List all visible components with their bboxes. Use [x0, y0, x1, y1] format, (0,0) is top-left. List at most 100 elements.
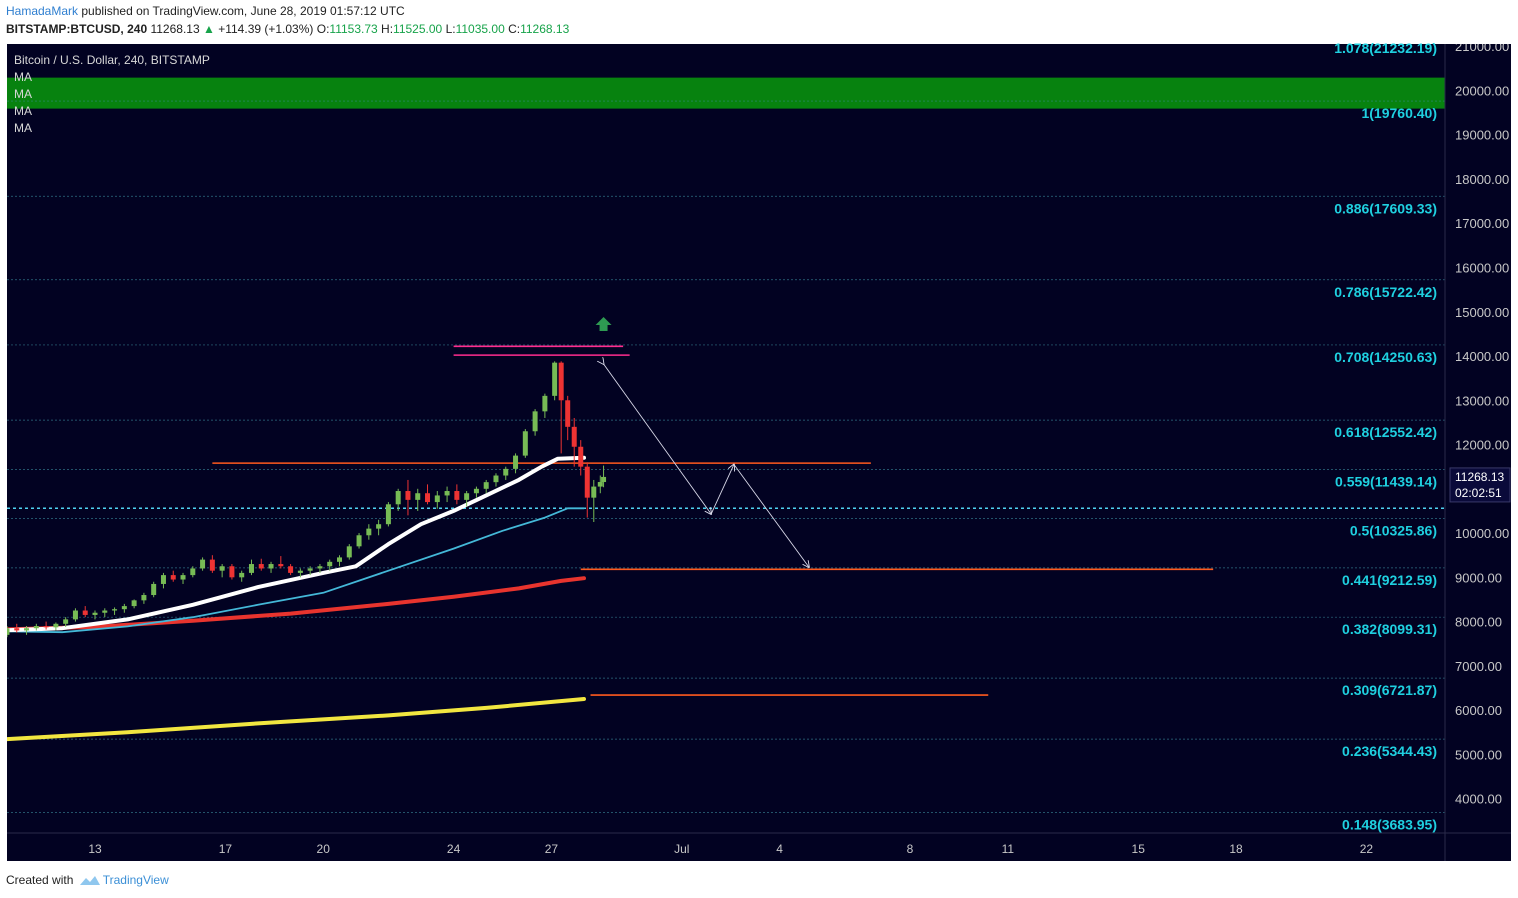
- candle-down: [43, 626, 49, 628]
- candle-up: [597, 482, 603, 487]
- current-price-badge: [1449, 467, 1511, 503]
- tradingview-link[interactable]: TradingView: [102, 873, 169, 887]
- price-axis-tick-label: 10000.00: [1455, 526, 1509, 541]
- candle-down: [558, 362, 564, 401]
- price-axis-tick-label: 12000.00: [1455, 438, 1509, 453]
- candle-down: [288, 566, 294, 573]
- fib-level-label: 0.5(10325.86): [1350, 523, 1437, 539]
- green-target-zone: [7, 77, 1445, 109]
- time-axis-tick-label: Jul: [674, 842, 689, 856]
- projection-arrow: [710, 464, 734, 515]
- candle-up: [33, 626, 39, 629]
- candle-up: [356, 535, 362, 547]
- fib-level-label: 0.886(17609.33): [1334, 200, 1437, 216]
- candle-up: [297, 570, 303, 573]
- candle-down: [278, 564, 284, 567]
- candle-up: [219, 566, 225, 571]
- candle-up: [444, 491, 450, 496]
- bar-countdown-label: 02:02:51: [1455, 486, 1502, 500]
- price-axis-tick-label: 4000.00: [1455, 792, 1502, 807]
- time-axis-tick-label: 11: [1002, 842, 1015, 856]
- time-axis-tick-label: 27: [545, 842, 559, 856]
- price-axis-tick-label: 19000.00: [1455, 128, 1509, 143]
- fib-level-label: 0.559(11439.14): [1335, 473, 1437, 489]
- candle-down: [229, 566, 235, 578]
- candle-up: [493, 475, 499, 483]
- candle-up: [483, 482, 489, 489]
- fib-level-label: 0.382(8099.31): [1342, 621, 1437, 637]
- high-value: 11525.00: [393, 22, 443, 36]
- projection-arrow: [604, 364, 712, 514]
- candle-up: [180, 575, 186, 580]
- candle-down: [405, 491, 411, 500]
- fib-level-label: 0.148(3683.95): [1342, 817, 1437, 833]
- candle-up: [552, 362, 558, 396]
- candle-down: [584, 466, 590, 498]
- price-axis-tick-label: 21000.00: [1455, 39, 1509, 54]
- legend-ma-item: MA: [14, 87, 32, 101]
- candle-up: [532, 411, 538, 432]
- candle-up: [160, 575, 166, 584]
- candle-up: [190, 568, 196, 576]
- close-value: 11268.13: [520, 22, 570, 36]
- up-triangle-icon: ▲: [202, 22, 215, 36]
- candle-up: [53, 623, 59, 628]
- fib-level-label: 0.309(6721.87): [1342, 682, 1437, 698]
- close-label: C:: [508, 22, 521, 36]
- moving-average-line: [7, 455, 586, 633]
- candle-up: [337, 557, 342, 562]
- time-axis-tick-label: 4: [776, 842, 783, 856]
- candle-up: [7, 628, 10, 635]
- projection-arrow: [733, 464, 809, 567]
- candle-up: [395, 491, 401, 505]
- price-change: +114.39 (+1.03%): [218, 22, 314, 36]
- candle-up: [503, 468, 509, 476]
- time-axis-tick-label: 8: [907, 842, 914, 856]
- fib-level-label: 0.708(14250.63): [1334, 349, 1437, 365]
- candle-up: [24, 628, 30, 631]
- time-axis-tick-label: 24: [447, 842, 461, 856]
- fib-level-label: 0.441(9212.59): [1342, 572, 1437, 588]
- candle-up: [131, 600, 137, 607]
- candle-up: [72, 610, 78, 620]
- candle-up: [591, 486, 597, 498]
- fib-level-label: 1.078(21232.19): [1334, 40, 1437, 56]
- candle-up: [385, 504, 391, 525]
- chart-background: [7, 44, 1511, 861]
- up-arrow-icon: [595, 317, 612, 332]
- footer: Created with TradingView: [6, 873, 169, 887]
- candle-up: [63, 619, 69, 624]
- candle-up: [415, 493, 421, 500]
- candle-down: [571, 426, 577, 447]
- candle-down: [82, 610, 88, 615]
- published-text: published on TradingView.com, June 28, 2…: [81, 4, 405, 18]
- candle-up: [376, 524, 382, 529]
- moving-average-line: [7, 697, 586, 742]
- candle-down: [170, 575, 176, 580]
- tradingview-logo-icon: [79, 875, 100, 885]
- candle-up: [473, 488, 479, 494]
- candle-down: [454, 491, 460, 500]
- open-label: O:: [316, 22, 330, 36]
- price-axis-tick-label: 16000.00: [1455, 261, 1509, 276]
- price-axis-tick-label: 20000.00: [1455, 83, 1509, 98]
- price-axis-tick-label: 13000.00: [1455, 393, 1509, 408]
- open-value: 11153.73: [329, 22, 378, 36]
- candle-up: [464, 493, 470, 500]
- publish-info: HamadaMark published on TradingView.com,…: [6, 4, 405, 18]
- price-axis-tick-label: 17000.00: [1455, 216, 1509, 231]
- candle-up: [601, 476, 607, 483]
- time-axis-tick-label: 13: [88, 842, 102, 856]
- legend-ma-item: MA: [14, 70, 32, 84]
- candle-up: [92, 612, 98, 615]
- author-link[interactable]: HamadaMark: [6, 4, 79, 18]
- fib-level-label: 0.786(15722.42): [1334, 284, 1437, 300]
- candle-down: [209, 559, 215, 571]
- high-label: H:: [381, 22, 394, 36]
- candle-up: [366, 528, 372, 536]
- price-axis-tick-label: 15000.00: [1455, 305, 1509, 320]
- fib-level-label: 1(19760.40): [1361, 105, 1437, 121]
- candle-down: [565, 400, 571, 427]
- candle-up: [307, 568, 313, 571]
